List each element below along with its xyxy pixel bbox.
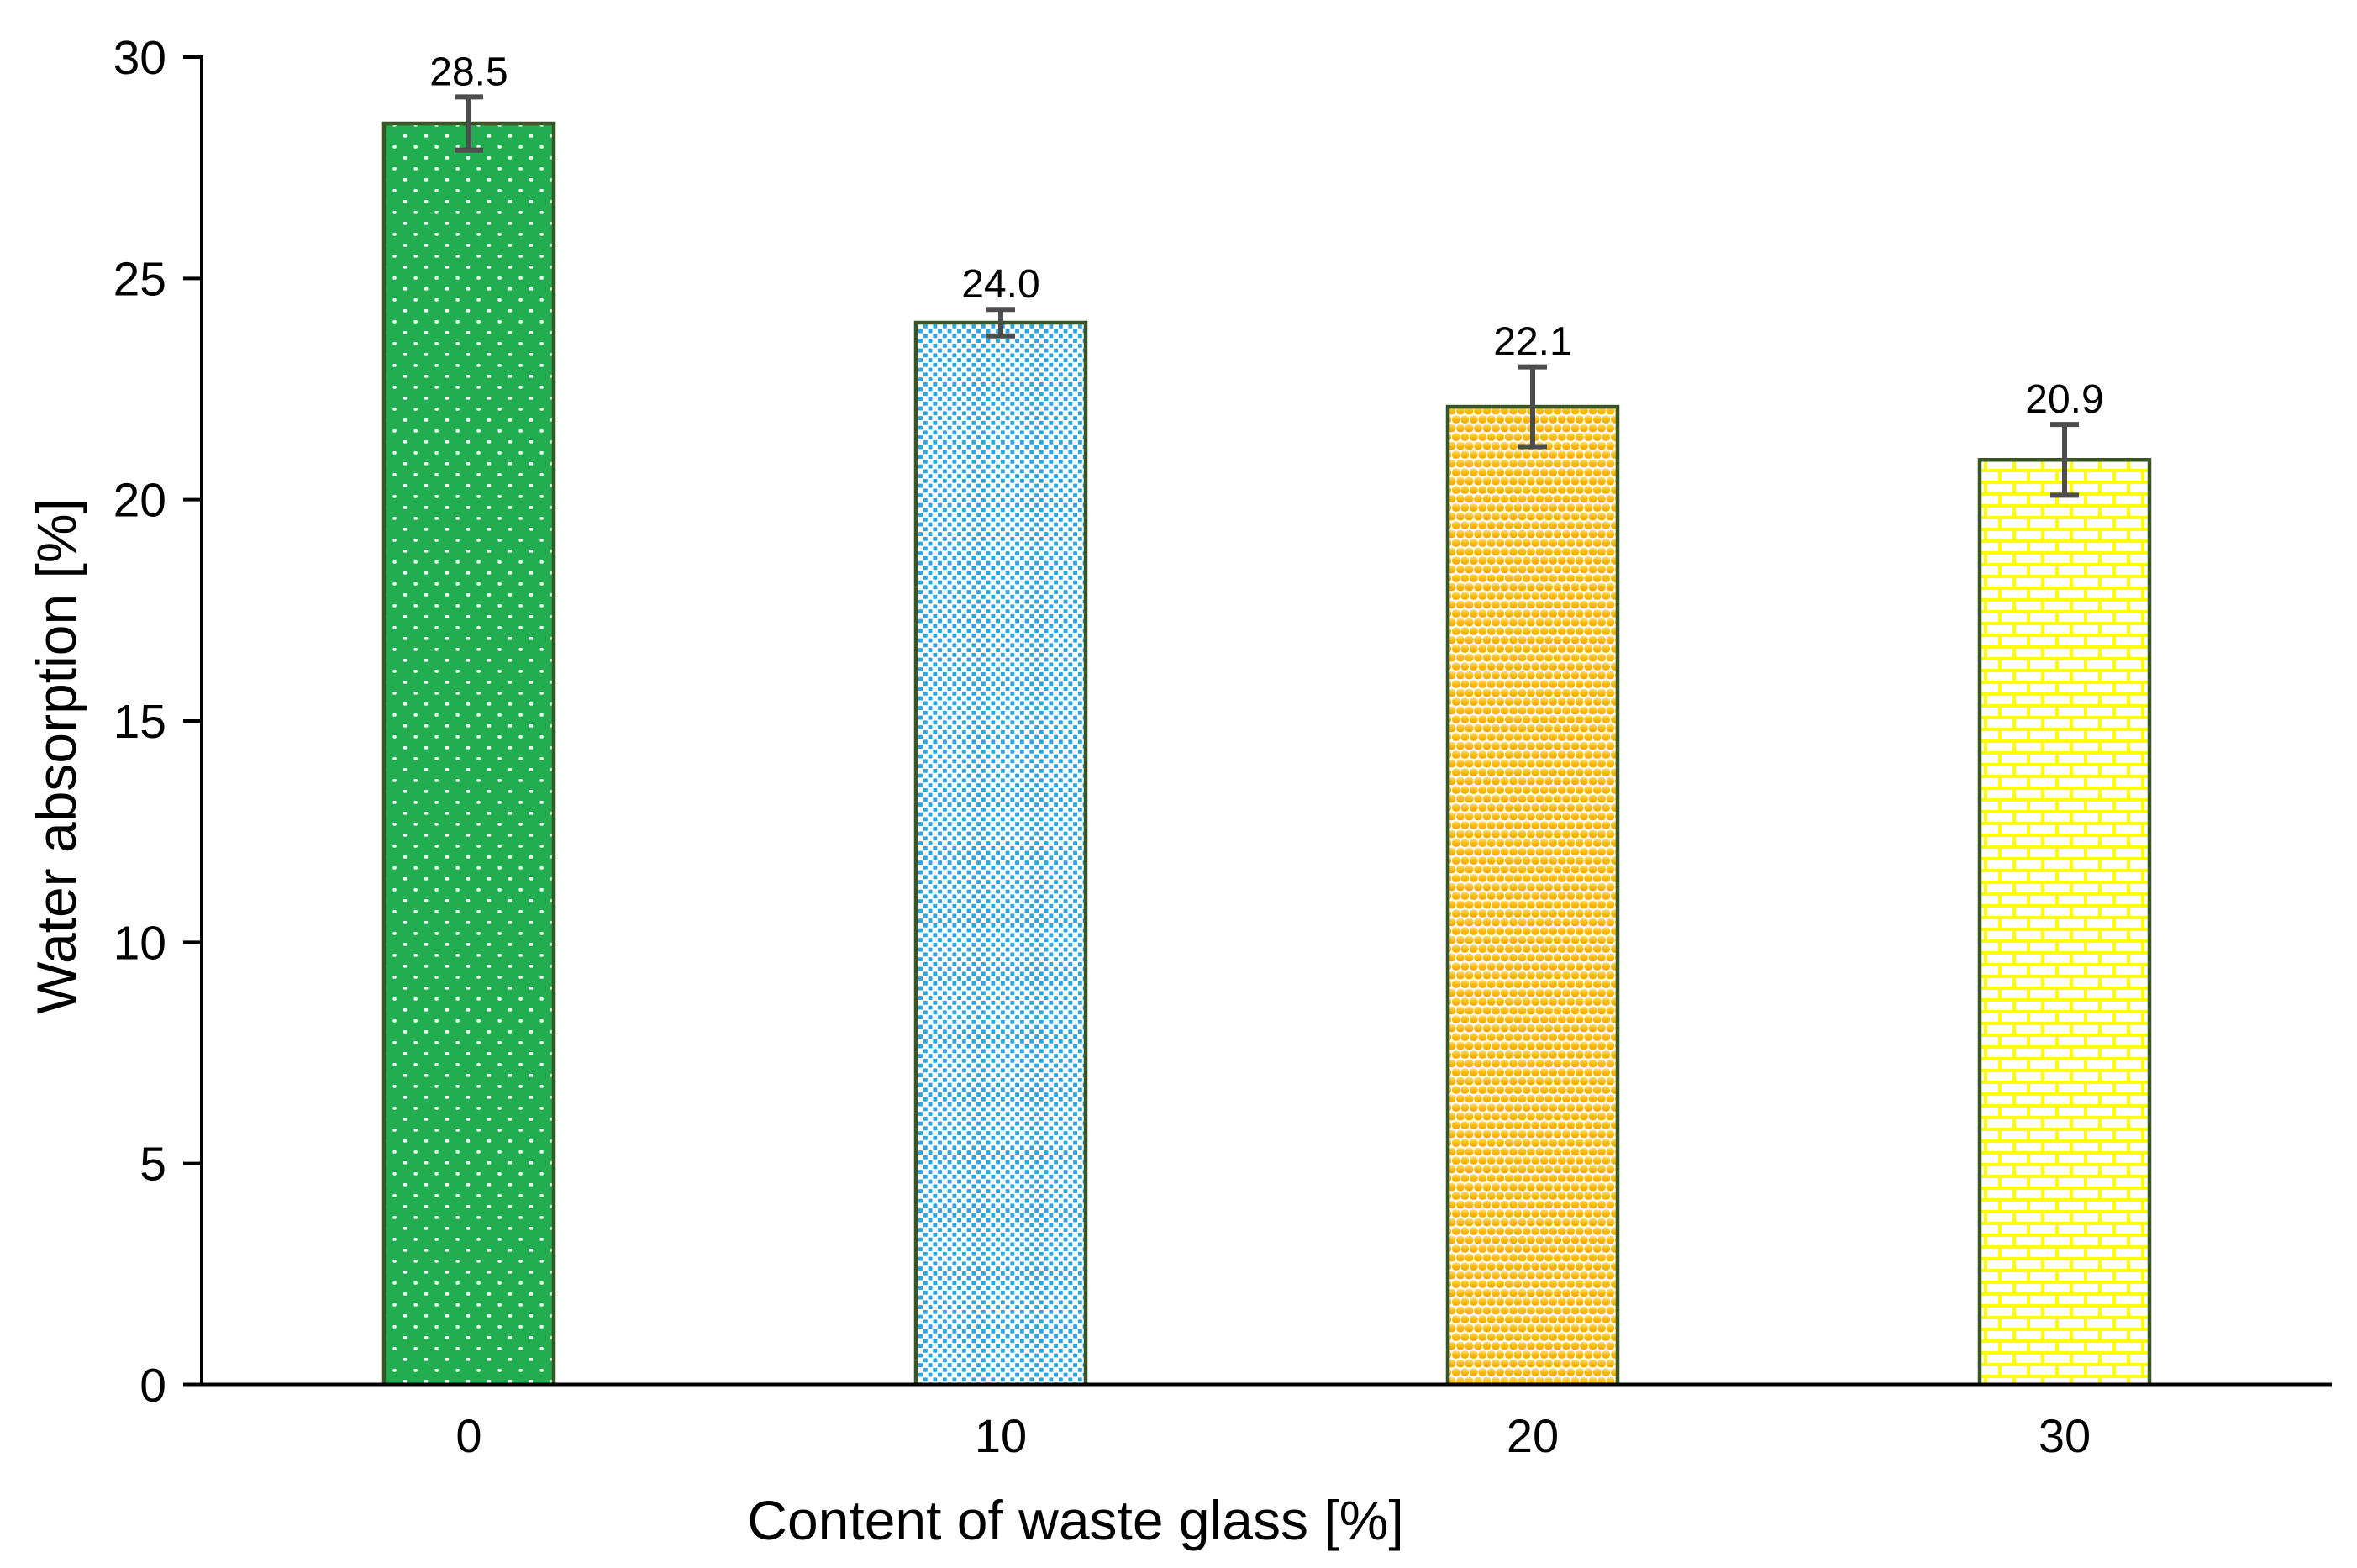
bar-group: 22.1 [1445, 320, 1620, 1387]
y-axis-title: Water absorption [%] [25, 498, 87, 1014]
x-category-label: 0 [455, 1409, 481, 1462]
y-tick-label: 0 [139, 1359, 166, 1413]
x-category-label: 10 [975, 1409, 1027, 1462]
y-tick-label: 30 [113, 31, 166, 85]
bar-group: 20.9 [1977, 377, 2152, 1387]
y-tick-label: 25 [113, 252, 166, 306]
bar-group: 28.5 [381, 50, 556, 1387]
bars-layer: 28.5 24.0 22.1 20.9 [381, 50, 2152, 1387]
bar-group: 24.0 [913, 262, 1088, 1387]
bar [381, 121, 556, 1387]
x-axis-title: Content of waste glass [%] [747, 1489, 1403, 1551]
axis-layer: 0 5 10 15 20 25 30 [113, 31, 2332, 1413]
bar [1445, 404, 1620, 1387]
bar-value-label: 24.0 [961, 262, 1039, 307]
y-tick-label: 10 [113, 916, 166, 970]
bar [1977, 458, 2152, 1387]
y-tick-label: 5 [139, 1138, 166, 1192]
y-tick-label: 20 [113, 474, 166, 528]
x-category-labels: 0 10 20 30 [455, 1409, 2091, 1462]
bar [913, 320, 1088, 1387]
y-tick-label: 15 [113, 695, 166, 749]
y-ticks: 0 5 10 15 20 25 30 [113, 31, 202, 1413]
bar-value-label: 28.5 [429, 50, 508, 94]
x-category-label: 20 [1507, 1409, 1559, 1462]
bar-value-label: 20.9 [2025, 377, 2103, 422]
x-category-label: 30 [2039, 1409, 2091, 1462]
bar-value-label: 22.1 [1493, 320, 1571, 365]
